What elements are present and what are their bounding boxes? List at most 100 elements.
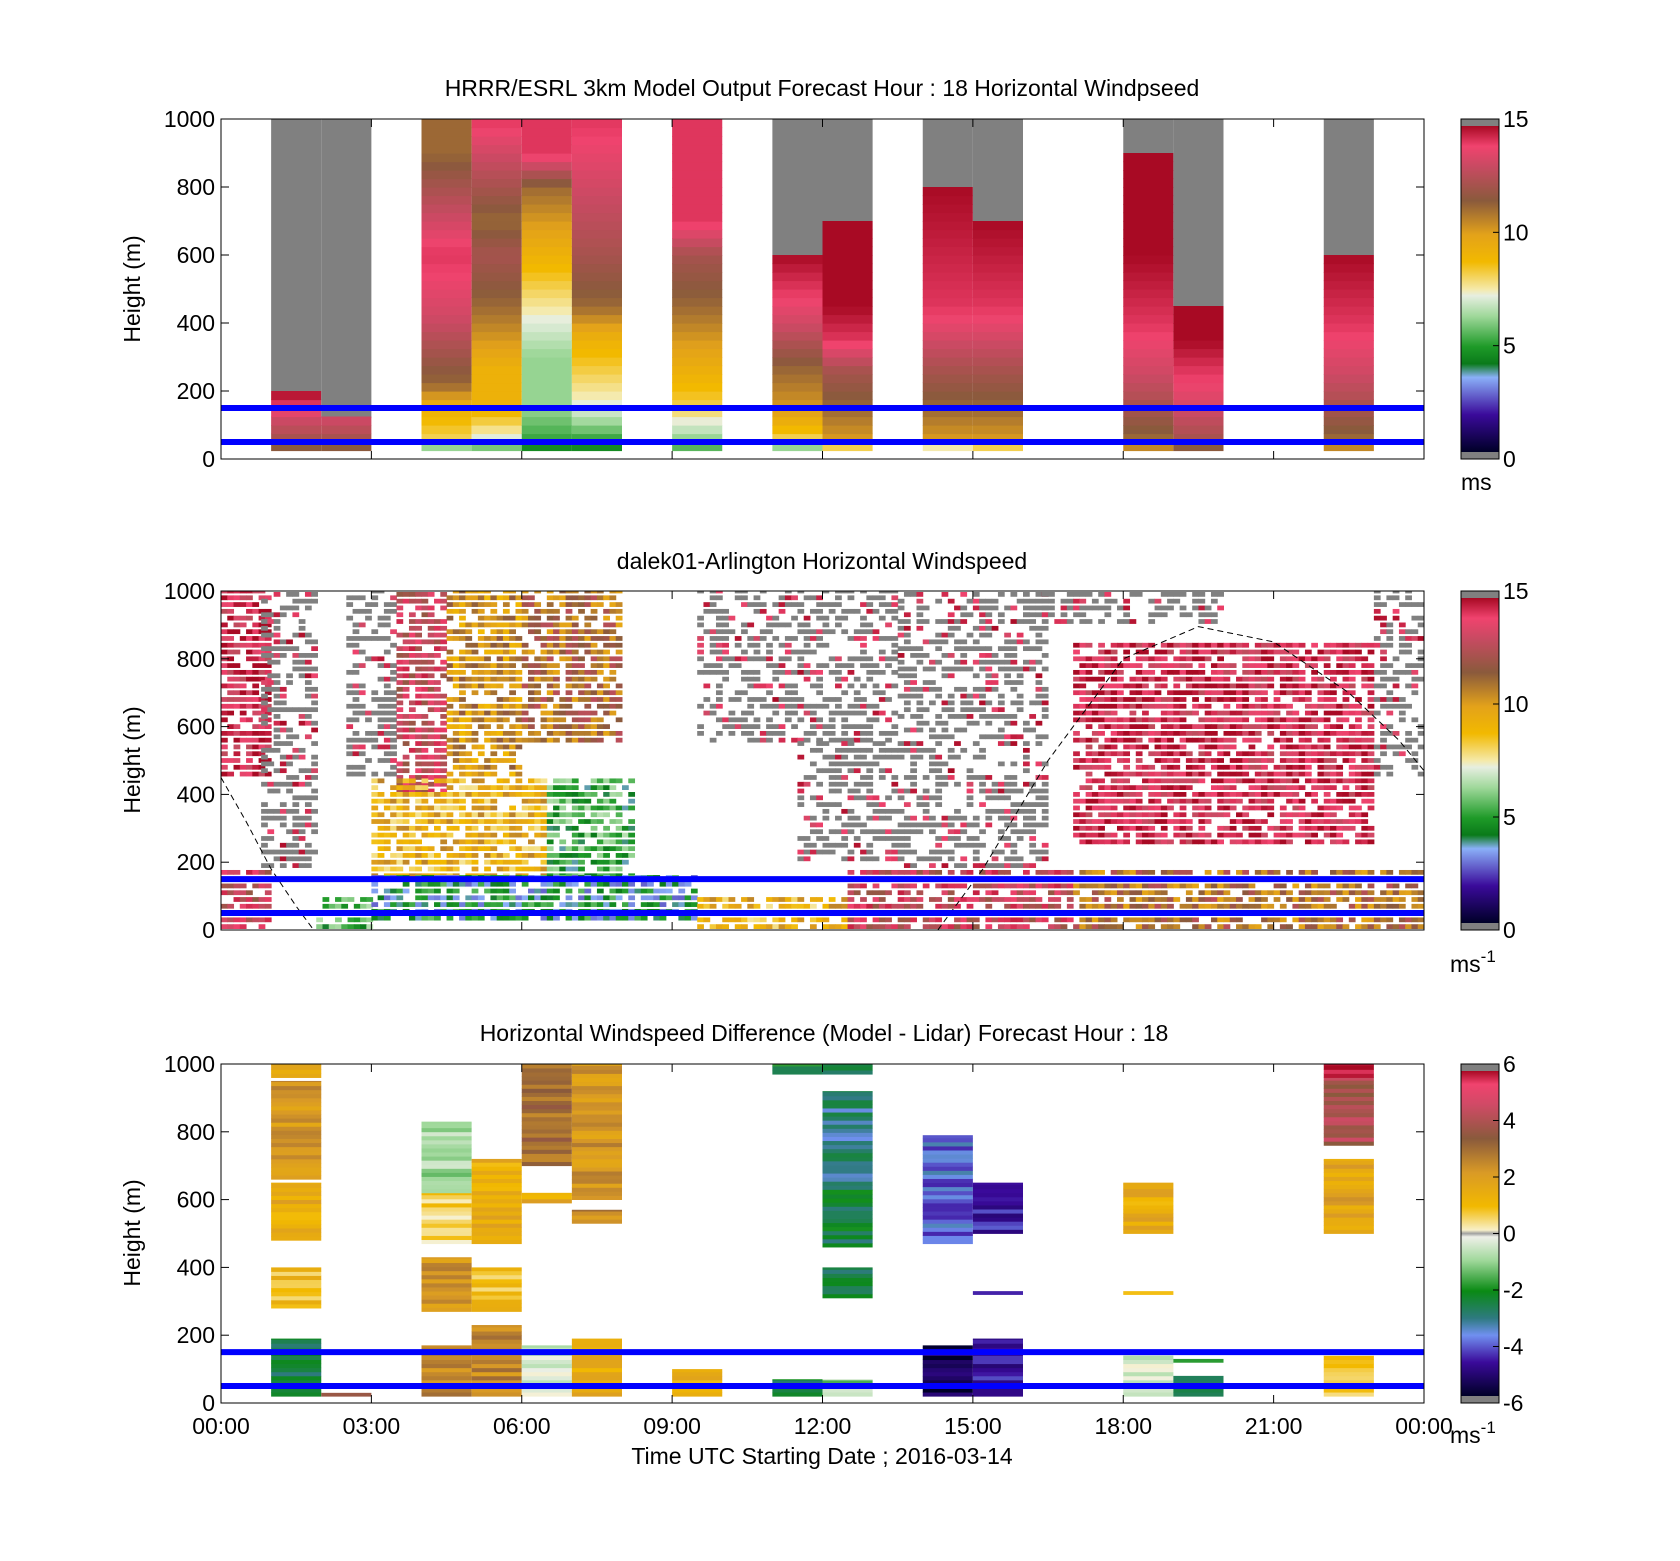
lidar-speed-cell	[246, 642, 253, 648]
model-speed-cell	[421, 127, 472, 137]
lidar-speed-cell	[446, 595, 454, 601]
lidar-speed-cell	[1104, 805, 1112, 811]
lidar-speed-cell	[1048, 592, 1055, 597]
lidar-speed-cell	[1148, 869, 1156, 875]
lidar-speed-cell	[1167, 758, 1174, 763]
lidar-speed-cell	[715, 690, 723, 696]
lidar-speed-cell	[1142, 683, 1149, 689]
lidar-speed-cell	[841, 917, 849, 923]
lidar-speed-cell	[239, 771, 247, 777]
model-speed-cell	[672, 204, 723, 214]
model-speed-cell	[471, 119, 522, 129]
lidar-speed-cell	[1154, 612, 1162, 618]
lidar-speed-cell	[697, 917, 704, 923]
lidar-speed-cell	[1135, 819, 1143, 824]
lidar-speed-cell	[459, 703, 466, 709]
lidar-speed-cell	[847, 822, 855, 828]
lidar-speed-cell	[910, 693, 917, 699]
lidar-speed-cell	[1173, 832, 1181, 838]
lidar-speed-cell	[371, 805, 379, 811]
lidar-speed-cell	[465, 832, 473, 838]
panel-lidar: dalek01-Arlington Horizontal Windspeed H…	[119, 548, 1529, 977]
lidar-speed-cell	[1066, 592, 1074, 597]
lidar-speed-cell	[408, 625, 416, 631]
lidar-speed-cell	[747, 683, 755, 689]
lidar-speed-cell	[753, 676, 761, 682]
model-speed-cell	[471, 323, 522, 333]
lidar-speed-cell	[935, 883, 943, 889]
lidar-speed-cell	[665, 888, 673, 894]
lidar-speed-cell	[866, 608, 874, 614]
lidar-speed-cell	[979, 666, 986, 672]
lidar-speed-cell	[860, 683, 867, 689]
lidar-speed-cell	[1041, 734, 1049, 740]
model-speed-cell	[471, 408, 522, 418]
lidar-speed-cell	[358, 595, 366, 601]
lidar-speed-cell	[860, 849, 867, 855]
lidar-speed-cell	[509, 615, 516, 621]
lidar-speed-cell	[1023, 815, 1030, 821]
lidar-speed-cell	[1311, 869, 1318, 875]
lidar-speed-cell	[628, 839, 636, 845]
lidar-speed-cell	[1142, 869, 1149, 875]
lidar-speed-cell	[1073, 669, 1080, 675]
model-speed-cell	[571, 433, 622, 443]
lidar-speed-cell	[891, 788, 899, 794]
lidar-speed-cell	[227, 591, 235, 594]
lidar-speed-cell	[715, 642, 723, 648]
lidar-speed-cell	[966, 822, 974, 828]
lidar-speed-cell	[1236, 903, 1243, 909]
lidar-speed-cell	[1179, 917, 1187, 923]
lidar-speed-cell	[322, 897, 330, 902]
lidar-speed-cell	[377, 846, 385, 852]
panel-model-title: HRRR/ESRL 3km Model Output Forecast Hour…	[445, 75, 1200, 101]
lidar-speed-cell	[471, 902, 479, 907]
lidar-speed-cell	[1160, 924, 1168, 929]
lidar-speed-cell	[1411, 869, 1419, 875]
lidar-speed-cell	[1273, 917, 1281, 923]
lidar-speed-cell	[347, 917, 355, 923]
lidar-speed-cell	[465, 717, 473, 723]
lidar-speed-cell	[1398, 903, 1406, 909]
lidar-speed-cell	[835, 703, 842, 709]
lidar-speed-cell	[221, 764, 228, 770]
lidar-speed-cell	[922, 619, 930, 624]
lidar-speed-cell	[1261, 917, 1268, 923]
lidar-speed-cell	[741, 717, 748, 723]
lidar-speed-cell	[1079, 819, 1087, 824]
lidar-speed-cell	[546, 902, 554, 907]
lidar-speed-cell	[929, 856, 936, 862]
lidar-speed-cell	[822, 591, 830, 594]
lidar-speed-cell	[991, 849, 999, 855]
lidar-speed-cell	[935, 734, 943, 740]
lidar-speed-cell	[590, 595, 598, 601]
lidar-speed-cell	[1023, 822, 1030, 828]
lidar-speed-cell	[590, 846, 598, 852]
lidar-speed-cell	[311, 653, 318, 658]
lidar-speed-cell	[421, 639, 429, 645]
model-speed-cell	[672, 280, 723, 290]
lidar-speed-cell	[528, 629, 535, 635]
lidar-speed-cell	[1135, 683, 1143, 689]
lidar-speed-cell	[434, 653, 441, 658]
lidar-speed-cell	[772, 897, 780, 902]
lidar-speed-cell	[1392, 890, 1400, 896]
lidar-speed-cell	[377, 798, 385, 804]
lidar-speed-cell	[490, 602, 498, 607]
lidar-speed-cell	[1110, 924, 1118, 929]
lidar-speed-cell	[534, 819, 542, 824]
lidar-speed-cell	[1098, 690, 1105, 696]
lidar-speed-cell	[440, 734, 448, 740]
lidar-speed-cell	[797, 697, 805, 702]
lidar-speed-cell	[885, 890, 892, 896]
lidar-speed-cell	[1342, 883, 1350, 889]
model-speed-cell	[471, 289, 522, 299]
model-speed-cell	[471, 433, 522, 443]
lidar-speed-cell	[1380, 903, 1387, 909]
lidar-speed-cell	[452, 591, 460, 594]
lidar-speed-cell	[853, 724, 861, 729]
lidar-speed-cell	[922, 924, 930, 929]
lidar-speed-cell	[603, 656, 610, 662]
lidar-speed-cell	[383, 825, 391, 831]
lidar-speed-cell	[1004, 646, 1011, 652]
